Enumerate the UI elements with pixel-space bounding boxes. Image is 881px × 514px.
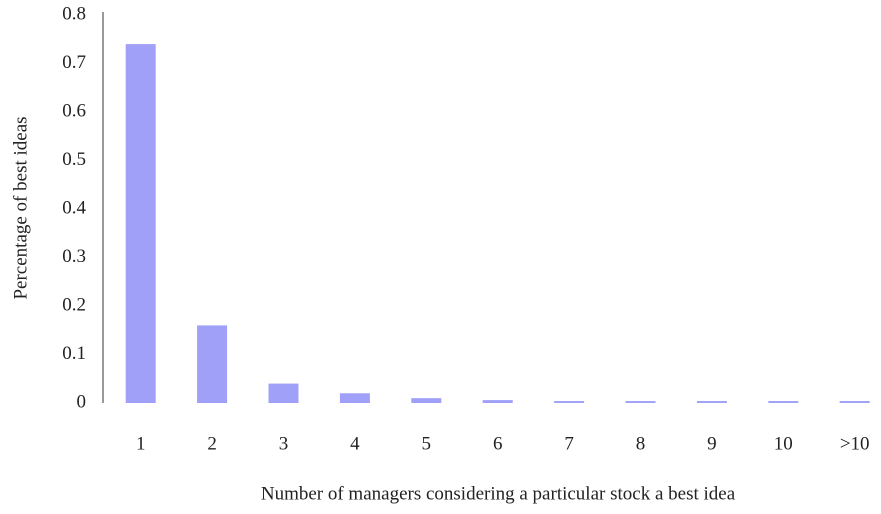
y-tick-label: 0.2 — [62, 294, 86, 315]
y-tick-label: 0.5 — [62, 149, 86, 170]
bar — [839, 401, 870, 403]
x-tick-label: 6 — [493, 433, 503, 454]
x-tick-label: 10 — [774, 433, 793, 454]
x-axis-title: Number of managers considering a particu… — [261, 483, 736, 504]
bar — [125, 44, 156, 403]
bar — [625, 401, 656, 403]
y-tick-label: 0.6 — [62, 100, 86, 121]
bar — [554, 401, 585, 403]
bar — [768, 401, 799, 403]
y-tick-label: 0.7 — [62, 52, 86, 73]
x-tick-label: 5 — [422, 433, 432, 454]
bar — [197, 325, 228, 403]
x-tick-label: >10 — [840, 433, 870, 454]
bar — [482, 400, 513, 403]
y-tick-label: 0.1 — [62, 343, 86, 364]
x-tick-label: 3 — [279, 433, 289, 454]
y-tick-label: 0.8 — [62, 3, 86, 24]
bar — [696, 401, 727, 403]
x-tick-label: 9 — [707, 433, 717, 454]
x-tick-label: 7 — [564, 433, 574, 454]
y-tick-label: 0 — [77, 391, 87, 412]
y-tick-label: 0.4 — [62, 197, 86, 218]
bar — [411, 398, 442, 403]
bar — [339, 393, 370, 403]
x-tick-label: 1 — [136, 433, 146, 454]
x-tick-label: 8 — [636, 433, 646, 454]
bar — [268, 383, 299, 403]
y-axis-title: Percentage of best ideas — [10, 116, 31, 299]
y-tick-label: 0.3 — [62, 246, 86, 267]
x-tick-label: 4 — [350, 433, 360, 454]
x-tick-label: 2 — [207, 433, 217, 454]
